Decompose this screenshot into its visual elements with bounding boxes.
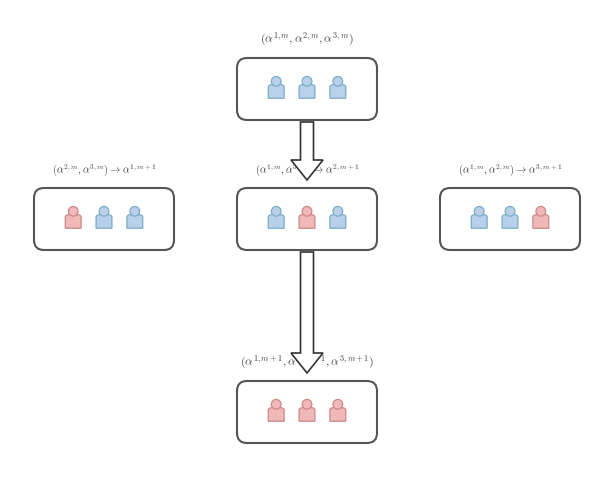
FancyBboxPatch shape: [34, 188, 174, 250]
FancyArrow shape: [291, 252, 323, 373]
Text: $(\alpha^{1,m}, \alpha^{3,m}) \rightarrow \alpha^{2,m+1}$: $(\alpha^{1,m}, \alpha^{3,m}) \rightarro…: [255, 162, 359, 178]
FancyBboxPatch shape: [237, 58, 377, 120]
FancyBboxPatch shape: [237, 381, 377, 443]
Circle shape: [68, 206, 78, 216]
Circle shape: [333, 206, 343, 216]
Circle shape: [333, 77, 343, 86]
PathPatch shape: [268, 83, 284, 98]
PathPatch shape: [330, 407, 346, 421]
FancyBboxPatch shape: [440, 188, 580, 250]
Circle shape: [536, 206, 546, 216]
Circle shape: [475, 206, 484, 216]
PathPatch shape: [502, 214, 518, 228]
Text: $(\alpha^{1,m+1}, \alpha^{2,m+1}, \alpha^{3,m+1})$: $(\alpha^{1,m+1}, \alpha^{2,m+1}, \alpha…: [240, 354, 374, 371]
PathPatch shape: [268, 407, 284, 421]
Text: $(\alpha^{1,m}, \alpha^{2,m}) \rightarrow \alpha^{3,m+1}$: $(\alpha^{1,m}, \alpha^{2,m}) \rightarro…: [458, 162, 562, 178]
PathPatch shape: [127, 214, 142, 228]
Text: $(\alpha^{2,m}, \alpha^{3,m}) \rightarrow \alpha^{1,m+1}$: $(\alpha^{2,m}, \alpha^{3,m}) \rightarro…: [52, 162, 156, 178]
Circle shape: [505, 206, 515, 216]
Circle shape: [302, 400, 312, 409]
Circle shape: [302, 206, 312, 216]
FancyArrow shape: [291, 122, 323, 180]
Circle shape: [302, 77, 312, 86]
PathPatch shape: [330, 214, 346, 228]
PathPatch shape: [299, 407, 315, 421]
PathPatch shape: [268, 214, 284, 228]
Text: $(\alpha^{1,m}, \alpha^{2,m}, \alpha^{3,m})$: $(\alpha^{1,m}, \alpha^{2,m}, \alpha^{3,…: [260, 31, 354, 48]
Circle shape: [271, 77, 281, 86]
PathPatch shape: [96, 214, 112, 228]
PathPatch shape: [533, 214, 549, 228]
PathPatch shape: [299, 83, 315, 98]
Circle shape: [333, 400, 343, 409]
Circle shape: [99, 206, 109, 216]
PathPatch shape: [330, 83, 346, 98]
Circle shape: [130, 206, 139, 216]
FancyBboxPatch shape: [237, 188, 377, 250]
PathPatch shape: [299, 214, 315, 228]
Circle shape: [271, 400, 281, 409]
PathPatch shape: [472, 214, 487, 228]
Circle shape: [271, 206, 281, 216]
PathPatch shape: [65, 214, 81, 228]
